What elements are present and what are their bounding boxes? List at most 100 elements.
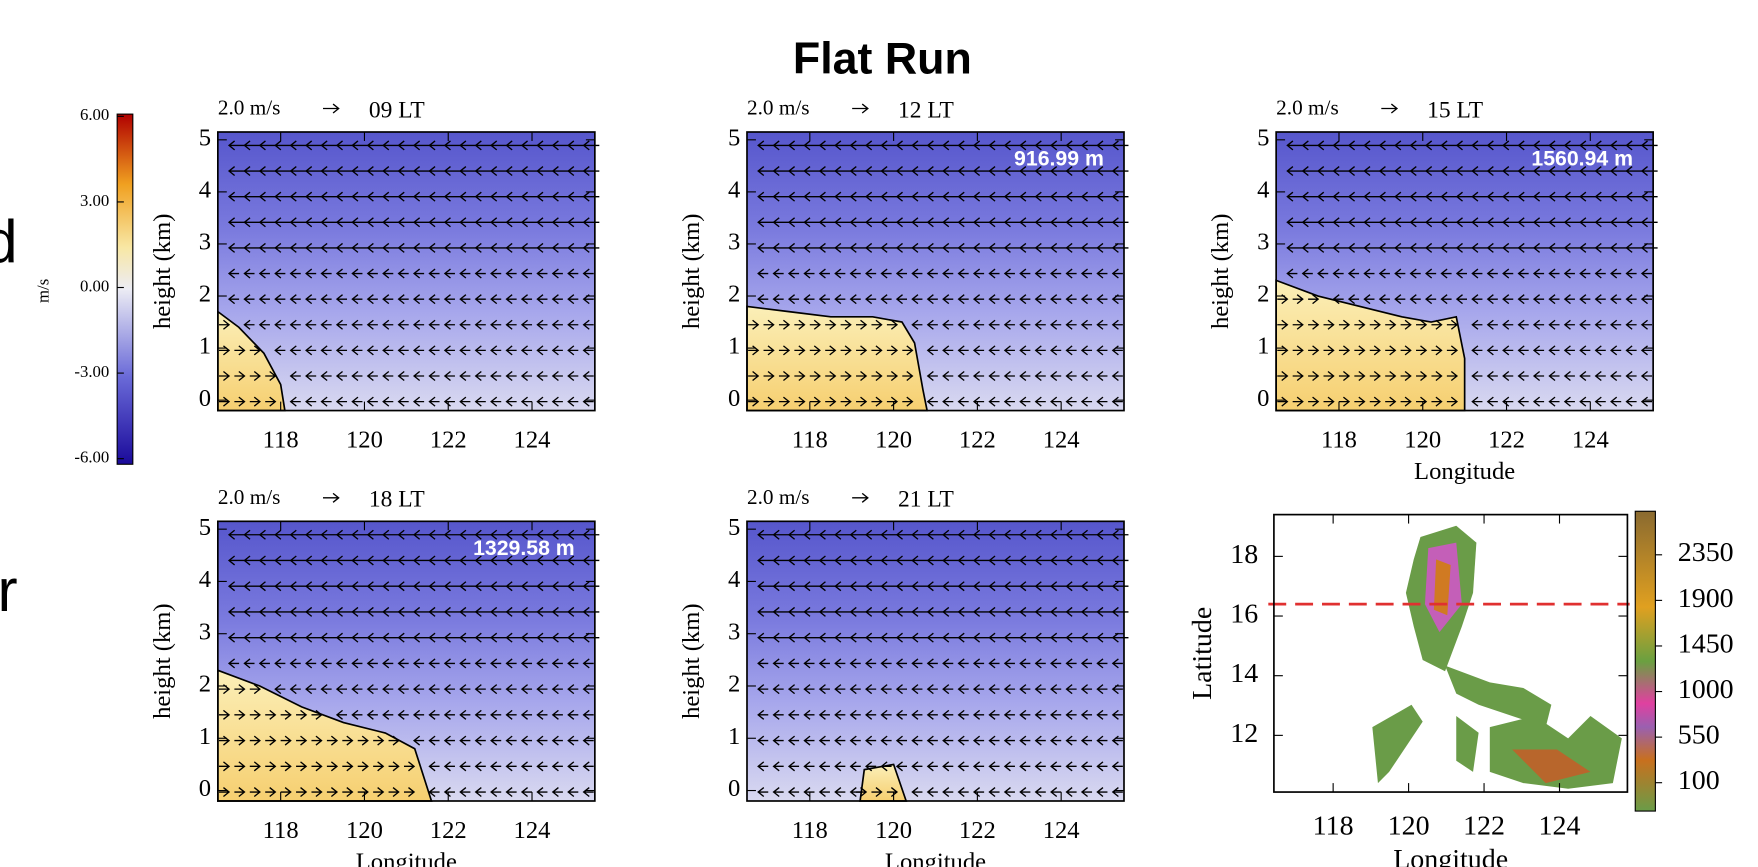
wind-arrow xyxy=(243,632,261,643)
wind-arrow xyxy=(1548,370,1560,381)
wind-arrow xyxy=(988,396,1000,407)
wind-arrow xyxy=(490,319,502,330)
wind-arrow xyxy=(335,345,348,356)
wind-arrow xyxy=(972,217,990,228)
wind-arrow xyxy=(243,555,261,566)
wind-arrow xyxy=(305,684,317,695)
wind-arrow xyxy=(280,735,292,746)
y-tick-label: 12 xyxy=(1230,718,1258,749)
wind-arrow xyxy=(227,294,240,305)
wind-arrow xyxy=(1111,140,1129,151)
wind-arrow xyxy=(382,140,399,151)
wind-arrow xyxy=(243,140,261,151)
wind-arrow xyxy=(382,529,399,540)
wind-arrow xyxy=(428,709,440,720)
wind-arrow xyxy=(818,709,830,720)
wind-arrow xyxy=(1640,396,1653,407)
wind-arrow xyxy=(957,632,975,643)
wind-arrow xyxy=(840,370,852,381)
wind-arrow xyxy=(274,581,291,592)
wind-arrow xyxy=(1425,191,1442,202)
wind-arrow xyxy=(988,709,1000,720)
wind-arrow xyxy=(490,370,502,381)
wind-arrow xyxy=(763,345,775,356)
wind-arrow xyxy=(895,684,908,695)
colorbar-tick-label: 1000 xyxy=(1678,674,1734,705)
wind-arrow xyxy=(1323,319,1335,330)
wind-arrow xyxy=(520,396,533,407)
wind-arrow xyxy=(1034,370,1046,381)
plot-frame xyxy=(217,520,596,802)
wind-arrow xyxy=(382,268,394,279)
wind-arrow xyxy=(1502,191,1519,202)
wind-arrow xyxy=(1003,166,1021,177)
wind-arrow xyxy=(1579,166,1596,177)
wind-arrow xyxy=(505,140,523,151)
wind-arrow xyxy=(443,761,455,772)
wind-arrow xyxy=(1111,166,1129,177)
wind-arrow xyxy=(1354,345,1366,356)
wind-arrow xyxy=(305,555,322,566)
wind-arrow xyxy=(474,268,486,279)
wind-arrow xyxy=(803,632,821,643)
wind-arrow xyxy=(942,140,959,151)
wind-arrow xyxy=(880,529,898,540)
wind-arrow xyxy=(849,166,867,177)
wind-arrow xyxy=(1096,242,1114,253)
wind-arrow xyxy=(505,632,523,643)
wind-arrow xyxy=(459,529,476,540)
wind-arrow xyxy=(1050,370,1062,381)
wind-arrow xyxy=(520,345,533,356)
wind-arrow xyxy=(412,191,430,202)
wind-arrow xyxy=(1003,606,1021,617)
wind-arrow xyxy=(551,191,569,202)
wind-arrow xyxy=(505,658,517,669)
wind-arrow xyxy=(342,735,354,746)
wind-arrow xyxy=(942,555,959,566)
wind-arrow xyxy=(567,319,579,330)
wind-arrow xyxy=(459,761,471,772)
side-text: d xyxy=(0,207,18,275)
wind-arrow xyxy=(428,191,446,202)
wind-arrow xyxy=(474,606,492,617)
wind-arrow xyxy=(865,166,882,177)
wind-arrow xyxy=(1034,217,1052,228)
wind-arrow xyxy=(234,370,246,381)
wind-arrow xyxy=(1065,684,1077,695)
wind-arrow xyxy=(305,294,317,305)
wind-arrow xyxy=(536,735,548,746)
wind-arrow xyxy=(849,761,861,772)
wind-arrow xyxy=(567,268,579,279)
wind-arrow xyxy=(1394,268,1406,279)
wind-arrow xyxy=(1003,191,1021,202)
wind-vectors xyxy=(1277,140,1658,407)
wind-arrow xyxy=(551,345,563,356)
wind-arrow xyxy=(320,166,338,177)
wind-arrow xyxy=(834,787,846,798)
wind-arrow xyxy=(818,555,836,566)
wind-arrow xyxy=(1425,217,1442,228)
wind-arrow xyxy=(1640,140,1658,151)
wind-arrow xyxy=(803,166,821,177)
land xyxy=(1372,525,1622,789)
wind-arrow xyxy=(902,370,914,381)
wind-arrow xyxy=(942,345,954,356)
wind-arrow xyxy=(1065,529,1083,540)
wind-arrow xyxy=(443,191,461,202)
wind-arrow xyxy=(582,761,594,772)
wind-arrow xyxy=(490,242,507,253)
wind-arrow xyxy=(1455,242,1473,253)
wind-arrow xyxy=(265,709,277,720)
wind-arrow xyxy=(803,268,815,279)
wind-arrow xyxy=(1385,370,1397,381)
wind-arrow xyxy=(551,761,563,772)
wind-arrow xyxy=(1517,166,1535,177)
wind-arrow xyxy=(258,581,276,592)
wind-arrow xyxy=(757,140,774,151)
wind-arrow xyxy=(520,370,533,381)
wind-arrow xyxy=(834,581,851,592)
wind-arrow xyxy=(787,658,800,669)
wind-arrow xyxy=(926,529,944,540)
